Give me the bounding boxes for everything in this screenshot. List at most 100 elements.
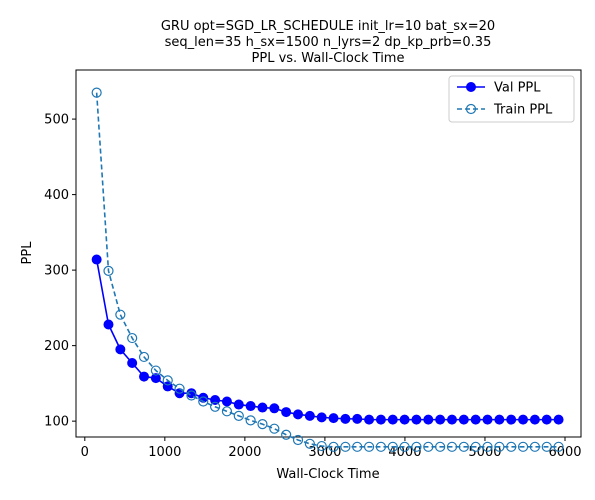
data-point-val-ppl: [281, 407, 292, 418]
data-point-val-ppl: [352, 413, 363, 424]
data-point-train-ppl: [494, 441, 505, 452]
data-point-train-ppl: [127, 332, 138, 344]
y-axis-ticks: 100 200 300 400 500: [44, 113, 76, 430]
chart-title-line-2: seq_len=35 h_sx=1500 n_lyrs=2 dp_kp_prb=…: [165, 35, 492, 50]
data-point-val-ppl: [316, 412, 327, 423]
data-point-val-ppl: [269, 403, 280, 414]
x-tick-label: 2000: [228, 445, 261, 460]
data-point-train-ppl: [446, 441, 458, 452]
x-tick-label: 5000: [468, 445, 501, 460]
data-point-val-ppl: [364, 414, 375, 425]
x-tick-label: 1000: [148, 445, 181, 460]
data-point-val-ppl: [399, 414, 410, 425]
data-point-train-ppl: [304, 438, 315, 449]
data-point-val-ppl: [91, 254, 102, 265]
y-tick-label: 500: [44, 113, 69, 128]
chart-title-line-1: GRU opt=SGD_LR_SCHEDULE init_lr=10 bat_s…: [161, 19, 495, 34]
y-axis-title: PPL: [20, 241, 35, 265]
data-point-train-ppl: [435, 441, 446, 452]
x-tick-label: 3000: [308, 445, 341, 460]
data-point-train-ppl: [210, 401, 221, 412]
data-point-val-ppl: [257, 402, 268, 413]
data-point-val-ppl: [482, 414, 493, 425]
data-point-train-ppl: [138, 351, 150, 363]
data-point-train-ppl: [458, 441, 469, 452]
data-point-train-ppl: [269, 423, 280, 434]
data-point-train-ppl: [553, 441, 564, 452]
data-point-train-ppl: [387, 441, 398, 452]
data-point-train-ppl: [399, 441, 410, 452]
data-point-train-ppl: [186, 390, 197, 401]
y-tick-label: 300: [44, 264, 69, 279]
legend-marker-train-ppl: [465, 103, 477, 115]
data-point-val-ppl: [411, 414, 422, 425]
data-point-train-ppl: [316, 440, 327, 452]
data-point-val-ppl: [494, 414, 505, 425]
data-point-val-ppl: [529, 414, 540, 425]
plot-area: [75, 69, 582, 438]
data-point-val-ppl: [115, 344, 126, 355]
data-point-val-ppl: [233, 399, 244, 410]
data-point-train-ppl: [506, 441, 517, 452]
data-point-train-ppl: [257, 419, 268, 430]
data-point-train-ppl: [150, 365, 161, 376]
data-point-val-ppl: [103, 319, 114, 330]
x-tick-label: 0: [81, 445, 89, 460]
data-point-val-ppl: [435, 414, 446, 425]
legend-label-train-ppl: Train PPL: [493, 103, 553, 118]
data-point-val-ppl: [375, 414, 386, 425]
data-point-val-ppl: [139, 371, 150, 382]
data-point-val-ppl: [127, 358, 138, 368]
data-point-train-ppl: [233, 410, 244, 421]
series-line-val-ppl: [95, 259, 559, 421]
data-point-train-ppl: [517, 441, 529, 452]
legend-entry-train-ppl: Train PPL: [457, 103, 553, 118]
data-point-train-ppl: [328, 441, 339, 452]
legend: Val PPL Train PPL: [448, 75, 575, 123]
data-point-val-ppl: [245, 401, 256, 412]
data-point-train-ppl: [541, 441, 552, 452]
data-point-train-ppl: [281, 429, 292, 440]
data-point-train-ppl: [162, 375, 173, 386]
y-tick-label: 400: [44, 188, 69, 203]
data-point-train-ppl: [529, 441, 541, 452]
plot-frame: [75, 69, 582, 438]
data-point-val-ppl: [150, 373, 161, 384]
data-point-train-ppl: [375, 441, 387, 452]
data-point-train-ppl: [423, 441, 434, 452]
data-point-val-ppl: [387, 414, 398, 425]
series-layer: [91, 87, 564, 452]
series-line-train-ppl: [95, 92, 559, 448]
y-tick-label: 100: [44, 415, 69, 430]
data-point-val-ppl: [340, 413, 351, 424]
data-point-val-ppl: [470, 414, 481, 425]
data-point-train-ppl: [340, 441, 351, 452]
data-point-val-ppl: [423, 414, 434, 425]
data-point-val-ppl: [518, 414, 529, 425]
data-point-val-ppl: [304, 410, 315, 421]
legend-marker-val-ppl: [466, 82, 476, 92]
data-point-train-ppl: [221, 406, 233, 417]
data-point-val-ppl: [458, 414, 469, 425]
chart-title-line-3: PPL vs. Wall-Clock Time: [252, 51, 405, 66]
data-point-val-ppl: [553, 414, 564, 425]
y-tick-label: 200: [44, 339, 69, 354]
data-point-val-ppl: [293, 409, 304, 420]
data-point-train-ppl: [411, 441, 422, 452]
data-point-val-ppl: [221, 396, 232, 407]
data-point-train-ppl: [470, 441, 481, 452]
x-axis-title: Wall-Clock Time: [276, 467, 379, 482]
data-point-train-ppl: [91, 87, 102, 98]
data-point-val-ppl: [446, 414, 457, 425]
data-point-train-ppl: [363, 441, 375, 452]
legend-label-val-ppl: Val PPL: [494, 81, 541, 96]
legend-entry-val-ppl: Val PPL: [457, 81, 541, 96]
data-point-train-ppl: [103, 265, 114, 276]
data-point-train-ppl: [352, 441, 363, 452]
x-tick-label: 6000: [548, 445, 581, 460]
data-point-train-ppl: [115, 309, 126, 320]
data-point-train-ppl: [482, 441, 493, 452]
data-point-train-ppl: [174, 383, 185, 394]
data-point-val-ppl: [541, 414, 552, 425]
